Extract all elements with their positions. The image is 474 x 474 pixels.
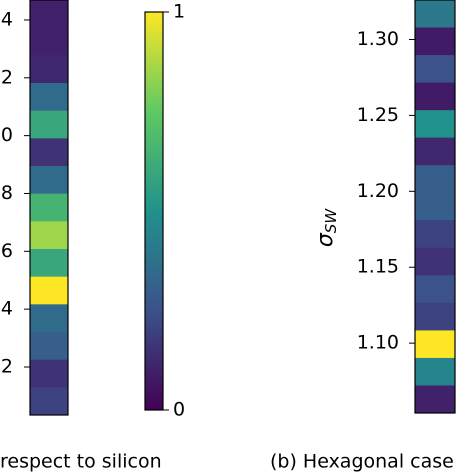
heat-cell (30, 387, 68, 416)
heat-cell (415, 357, 455, 386)
heat-cell (30, 193, 68, 222)
y-tick-label: 2 (1, 66, 13, 88)
heat-cell (30, 27, 68, 56)
strip-frame (29, 0, 69, 416)
heat-cell (30, 166, 68, 195)
heat-cell (415, 27, 455, 56)
heat-cell (30, 276, 68, 305)
heat-cell (415, 247, 455, 276)
heat-cell (415, 110, 455, 139)
heat-cell (415, 275, 455, 304)
colorbar (144, 11, 164, 411)
heat-cell (415, 165, 455, 194)
heat-cell (30, 55, 68, 84)
y-tick-label: 6 (1, 240, 13, 262)
y-tick-label: 1.20 (357, 180, 399, 202)
colorbar-tick-label: 1 (173, 1, 185, 23)
heat-cell (30, 359, 68, 388)
y-tick-label: 1.30 (357, 28, 399, 50)
heat-cell (30, 0, 68, 29)
heat-cell (415, 220, 455, 249)
heat-cell (415, 302, 455, 331)
heat-cell (415, 82, 455, 111)
y-tick-label: 1.10 (357, 332, 399, 354)
caption: (b) Hexagonal case (270, 451, 454, 473)
heat-cell (30, 83, 68, 112)
colorbar-tick-label: 0 (173, 399, 185, 421)
heat-cell (415, 0, 455, 29)
heat-cell (30, 110, 68, 139)
caption: respect to silicon (0, 451, 162, 473)
y-tick-label: 4 (1, 8, 13, 30)
heat-cell (415, 385, 455, 414)
heat-cell (30, 332, 68, 361)
heat-cell (415, 55, 455, 84)
y-tick-label: 1.15 (357, 256, 399, 278)
heat-cell (415, 330, 455, 359)
heat-cell (30, 138, 68, 167)
y-tick-label: 4 (1, 298, 13, 320)
heat-cell (30, 221, 68, 250)
heat-cell (415, 192, 455, 221)
y-axis-label: σSW (313, 208, 340, 247)
y-tick-label: 2 (1, 355, 13, 377)
heat-cell (30, 304, 68, 333)
y-tick-label: 1.25 (357, 104, 399, 126)
strip-frame (414, 0, 456, 414)
y-tick-label: 8 (1, 182, 13, 204)
heat-cell (415, 137, 455, 166)
y-label-symbol: σ (313, 232, 338, 247)
y-label-subscript: SW (322, 208, 340, 234)
y-tick-label: 0 (1, 124, 13, 146)
heat-cell (30, 249, 68, 278)
